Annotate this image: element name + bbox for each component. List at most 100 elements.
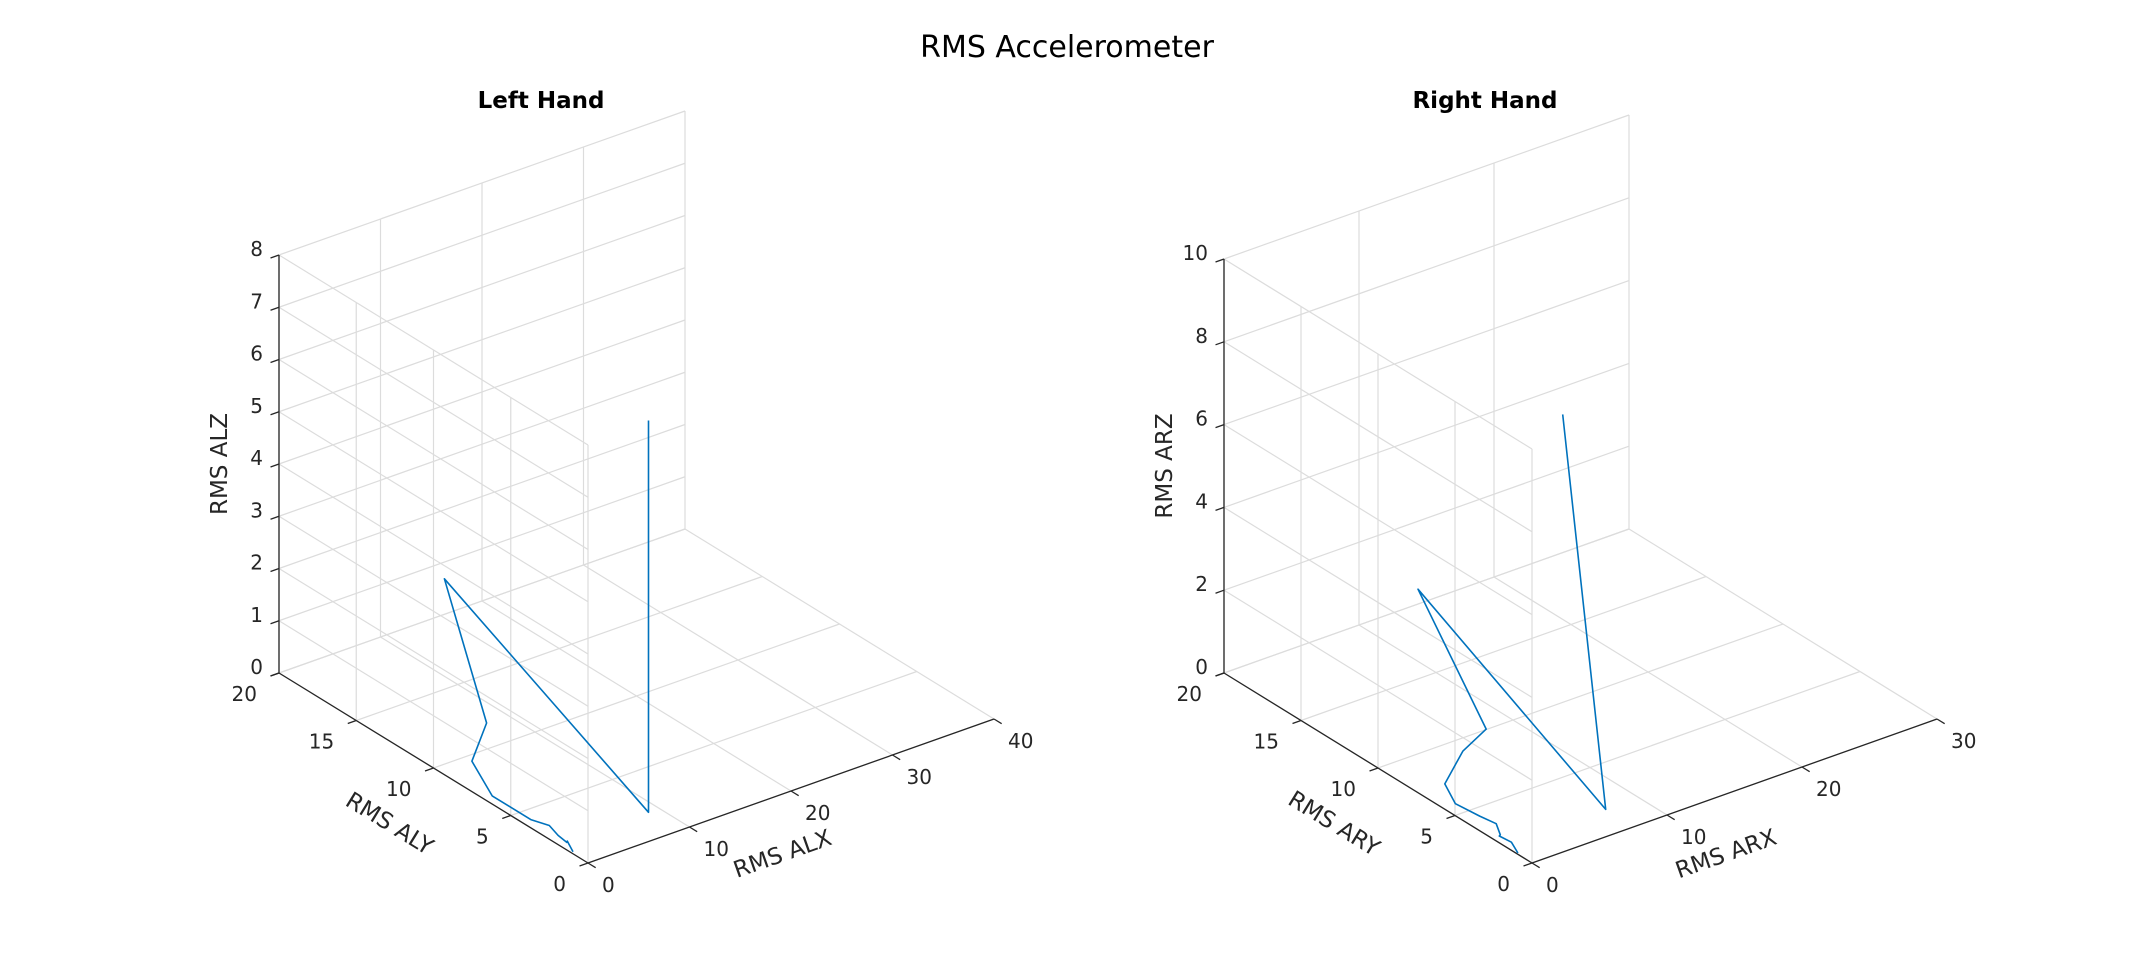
z-tick-label: 2	[1195, 572, 1208, 596]
y-tick-label: 0	[1497, 872, 1510, 896]
z-tick-mark	[1215, 341, 1225, 346]
grid-line	[510, 670, 917, 817]
y-tick-mark	[1446, 814, 1456, 820]
z-tick-label: 8	[250, 237, 263, 261]
z-tick-mark	[270, 254, 280, 259]
grid-line	[278, 567, 589, 760]
x-tick-label: 10	[704, 837, 729, 861]
grid-line	[278, 319, 686, 465]
y-tick-label: 5	[476, 825, 489, 849]
y-tick-mark	[347, 719, 357, 725]
y-tick-label: 5	[1420, 825, 1433, 849]
y-tick-label: 15	[1254, 730, 1279, 754]
grid-line	[278, 476, 686, 622]
x-tick-label: 10	[1681, 825, 1706, 849]
panel-title: Left Hand	[478, 88, 605, 114]
z-tick-mark	[270, 306, 280, 311]
z-tick-mark	[1215, 423, 1225, 429]
x-tick-mark	[689, 826, 698, 833]
z-tick-label: 8	[1195, 324, 1208, 348]
y-tick-label: 15	[309, 730, 334, 754]
grid-line	[1223, 445, 1630, 591]
x-tick-mark	[892, 754, 901, 761]
y-tick-label: 20	[232, 682, 257, 706]
x-tick-label: 30	[1951, 729, 1976, 753]
grid-line	[278, 358, 589, 551]
grid-line	[278, 306, 589, 498]
grid-line	[278, 110, 686, 256]
z-tick-mark	[1215, 258, 1225, 263]
grid-line	[1223, 424, 1533, 616]
z-tick-label: 6	[1195, 407, 1208, 431]
y-tick-label: 0	[553, 872, 566, 896]
z-tick-mark	[1215, 672, 1225, 677]
x-axis-line	[1531, 718, 1938, 864]
y-tick-label: 10	[386, 777, 411, 801]
grid-line	[278, 371, 686, 517]
grid-line	[1223, 362, 1630, 508]
x-tick-mark	[1936, 718, 1946, 725]
z-tick-label: 7	[250, 289, 263, 313]
y-tick-mark	[579, 862, 589, 867]
x-tick-mark	[993, 718, 1003, 725]
z-axis-label: RMS ARZ	[1152, 413, 1178, 518]
x-tick-mark	[1666, 814, 1676, 821]
z-tick-mark	[1215, 589, 1225, 594]
z-tick-label: 0	[1195, 655, 1208, 679]
z-tick-label: 6	[250, 342, 263, 366]
grid-line	[1223, 280, 1630, 426]
panel-title: Right Hand	[1412, 88, 1557, 114]
z-tick-mark	[270, 515, 280, 520]
z-tick-label: 1	[250, 603, 263, 627]
grid-line	[1223, 506, 1533, 698]
x-tick-mark	[790, 790, 800, 797]
grid-line	[278, 214, 686, 361]
x-tick-label: 20	[1816, 777, 1841, 801]
x-axis-label: RMS ALX	[730, 825, 835, 884]
y-tick-mark	[1292, 719, 1302, 725]
z-tick-mark	[270, 463, 280, 468]
x-tick-label: 40	[1008, 729, 1033, 753]
y-tick-mark	[1369, 767, 1379, 772]
grid-line	[278, 515, 589, 707]
grid-line	[1454, 670, 1861, 817]
grid-line	[1300, 575, 1707, 722]
z-tick-mark	[270, 567, 280, 573]
grid-line	[1223, 589, 1533, 781]
grid-line	[278, 267, 686, 413]
grid-line	[278, 162, 686, 308]
z-axis-label: RMS ALZ	[207, 413, 233, 515]
grid-line	[433, 623, 840, 769]
x-tick-mark	[1531, 862, 1541, 869]
grid-line	[1223, 341, 1533, 533]
z-tick-mark	[270, 620, 280, 625]
z-tick-label: 10	[1183, 241, 1208, 265]
z-tick-mark	[270, 411, 280, 416]
z-tick-mark	[270, 358, 280, 364]
z-tick-label: 2	[250, 551, 263, 575]
x-tick-label: 0	[1546, 873, 1559, 897]
data-series-line	[1417, 414, 1607, 854]
y-tick-label: 20	[1177, 682, 1202, 706]
y-tick-mark	[1523, 862, 1533, 867]
x-tick-mark	[1801, 766, 1811, 773]
grid-line	[278, 254, 589, 446]
x-tick-label: 20	[805, 801, 830, 825]
z-tick-label: 5	[250, 394, 263, 418]
z-tick-mark	[270, 672, 280, 677]
data-series-line	[443, 420, 650, 853]
z-tick-label: 4	[1195, 489, 1208, 513]
y-tick-mark	[502, 814, 511, 820]
x-tick-mark	[587, 862, 597, 869]
grid-line	[1223, 258, 1533, 450]
grid-line	[278, 528, 686, 674]
z-tick-label: 0	[250, 655, 263, 679]
x-tick-label: 0	[602, 873, 615, 897]
grid-line	[1377, 623, 1784, 769]
grid-line	[356, 575, 763, 722]
z-tick-mark	[1215, 506, 1225, 512]
grid-line	[278, 411, 589, 603]
